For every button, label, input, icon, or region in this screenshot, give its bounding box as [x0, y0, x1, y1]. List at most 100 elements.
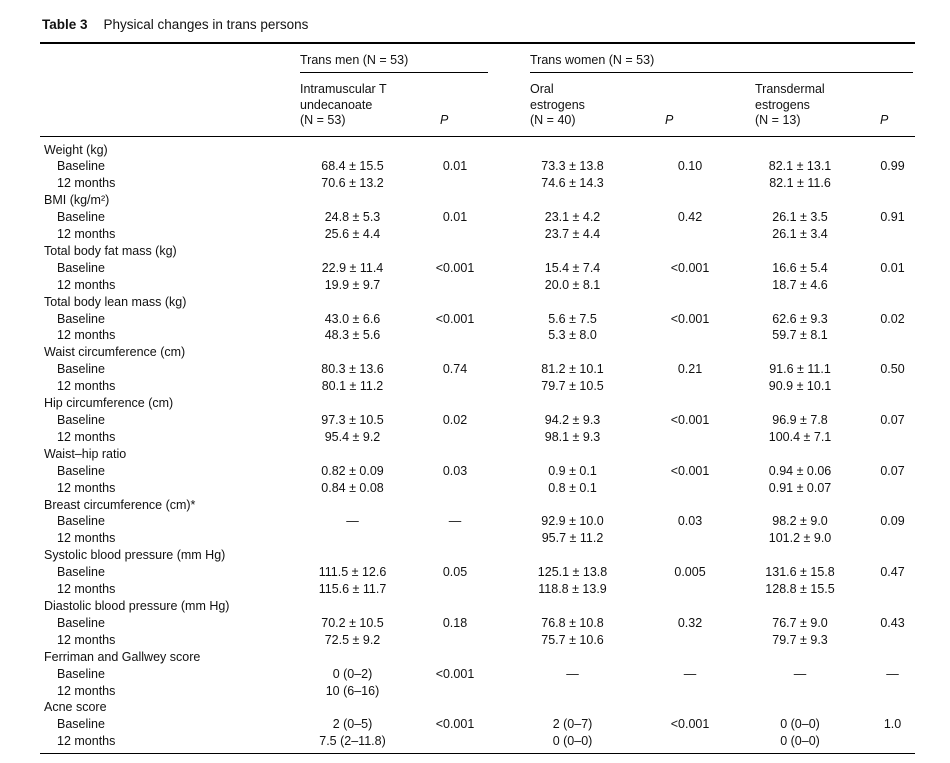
p-value-cell: <0.001 — [670, 311, 710, 326]
table-row: Baseline 80.3 ± 13.6 0.74 81.2 ± 10.1 0.21 91… — [40, 361, 915, 378]
group-header-row: Trans men (N = 53) Trans women (N = 53) — [40, 43, 915, 73]
value-cell: 5.6 ± 7.5 — [548, 311, 597, 326]
value-cell: 74.6 ± 14.3 — [541, 176, 604, 191]
row-label: 12 months — [57, 379, 116, 394]
p-value-cell — [650, 530, 730, 547]
value-cell: 2 (0–5) — [332, 717, 373, 732]
table-title: Physical changes in trans persons — [103, 17, 309, 32]
table-row: Baseline 43.0 ± 6.6 <0.001 5.6 ± 7.5 <0.001 6… — [40, 311, 915, 328]
column-header-row: Intramuscular T undecanoate (N = 53) P O… — [40, 73, 915, 136]
row-label: 12 months — [57, 683, 116, 698]
p-value-cell: 0.99 — [880, 159, 905, 174]
value-cell: 125.1 ± 13.8 — [537, 565, 608, 580]
value-cell: 26.1 ± 3.4 — [772, 227, 828, 242]
value-cell: 15.4 ± 7.4 — [544, 260, 601, 275]
value-cell: 75.7 ± 10.6 — [541, 632, 604, 647]
p-value-cell — [650, 683, 730, 700]
table-row: 12 months 25.6 ± 4.4 23.7 ± 4.4 26.1 ± 3.4 — [40, 226, 915, 243]
table-row: 12 months 72.5 ± 9.2 75.7 ± 10.6 79.7 ± 9.3 — [40, 632, 915, 649]
row-label: Baseline — [57, 159, 105, 174]
value-cell: 98.2 ± 9.0 — [772, 514, 828, 529]
p-value-cell: — — [683, 666, 697, 681]
p-value-cell — [415, 175, 495, 192]
row-label: 12 months — [57, 429, 116, 444]
value-cell: 2 (0–7) — [552, 717, 593, 732]
row-label: Baseline — [57, 311, 105, 326]
table-row: Baseline 0.82 ± 0.09 0.03 0.9 ± 0.1 <0.001 0.… — [40, 463, 915, 480]
p-value-cell: 0.05 — [442, 565, 468, 580]
table-body: Weight (kg) Baseline 68.4 ± 15.5 0.01 73.3 ±… — [40, 136, 915, 754]
table-row: 12 months 115.6 ± 11.7 118.8 ± 13.9 128.8 ±… — [40, 581, 915, 598]
p-value-cell: 0.18 — [442, 615, 468, 630]
section-row: Systolic blood pressure (mm Hg) — [40, 547, 915, 564]
value-cell: 19.9 ± 9.7 — [324, 277, 381, 292]
value-cell — [290, 530, 415, 547]
table-row: 12 months 95.7 ± 11.2 101.2 ± 9.0 — [40, 530, 915, 547]
p-value-cell: <0.001 — [670, 260, 710, 275]
row-label: 12 months — [57, 176, 116, 191]
section-label: Waist–hip ratio — [44, 446, 127, 461]
row-label: 12 months — [57, 632, 116, 647]
p-value-cell: 0.03 — [442, 463, 468, 478]
section-row: Weight (kg) — [40, 136, 915, 158]
column-header-oral-estrogens: Oral estrogens (N = 40) — [530, 82, 585, 127]
row-label: 12 months — [57, 531, 116, 546]
row-label: Baseline — [57, 210, 105, 225]
row-label: Baseline — [57, 413, 105, 427]
value-cell: 18.7 ± 4.6 — [772, 277, 828, 292]
empty-cell — [40, 43, 290, 73]
p-value-cell — [650, 733, 730, 753]
value-cell: 43.0 ± 6.6 — [324, 311, 381, 326]
value-cell: 10 (6–16) — [325, 683, 380, 698]
p-value-cell — [415, 378, 495, 395]
section-row: Breast circumference (cm)* — [40, 497, 915, 514]
value-cell: 0 (0–0) — [780, 734, 820, 749]
p-value-cell — [415, 581, 495, 598]
p-value-cell: 0.50 — [880, 362, 905, 377]
p-value-cell — [415, 733, 495, 753]
section-row: Acne score — [40, 699, 915, 716]
p-value-cell — [650, 327, 730, 344]
table-row: Baseline 2 (0–5) <0.001 2 (0–7) <0.001 0 (0–0… — [40, 716, 915, 733]
row-label: Baseline — [57, 463, 105, 478]
p-value-cell — [870, 733, 915, 753]
row-label: 12 months — [57, 328, 116, 343]
table-row: Baseline 97.3 ± 10.5 0.02 94.2 ± 9.3 <0.001 9… — [40, 412, 915, 429]
column-header-p-trans-men: P — [440, 113, 449, 127]
p-value-cell: <0.001 — [670, 463, 710, 478]
value-cell: 131.6 ± 15.8 — [765, 565, 835, 580]
p-value-cell — [650, 632, 730, 649]
value-cell: 0.91 ± 0.07 — [768, 480, 832, 495]
table-row: 12 months 48.3 ± 5.6 5.3 ± 8.0 59.7 ± 8.1 — [40, 327, 915, 344]
value-cell: 76.7 ± 9.0 — [772, 615, 828, 630]
table-row: 12 months 7.5 (2–11.8) 0 (0–0) 0 (0–0) — [40, 733, 915, 753]
p-value-cell — [650, 175, 730, 192]
value-cell: 118.8 ± 13.9 — [538, 582, 607, 597]
p-value-cell: <0.001 — [670, 717, 710, 732]
column-header-intramuscular-t: Intramuscular T undecanoate (N = 53) — [300, 82, 387, 127]
section-label: Hip circumference (cm) — [44, 396, 174, 411]
row-label: Baseline — [57, 514, 105, 529]
p-value-cell: <0.001 — [670, 413, 710, 427]
p-value-cell — [870, 530, 915, 547]
section-label: BMI (kg/m²) — [44, 193, 110, 208]
value-cell: 0.9 ± 0.1 — [548, 463, 597, 478]
value-cell: 25.6 ± 4.4 — [324, 227, 381, 242]
value-cell — [730, 683, 870, 700]
p-value-cell — [415, 226, 495, 243]
p-value-cell: 0.03 — [677, 514, 703, 529]
value-cell: 0 (0–2) — [332, 666, 373, 681]
value-cell: 101.2 ± 9.0 — [768, 531, 832, 546]
section-row: BMI (kg/m²) — [40, 192, 915, 209]
value-cell: 48.3 ± 5.6 — [324, 328, 381, 343]
p-value-cell: 0.02 — [880, 311, 905, 326]
group-header-trans-men: Trans men (N = 53) — [300, 53, 489, 73]
value-cell: 24.8 ± 5.3 — [324, 210, 381, 225]
p-value-cell: <0.001 — [435, 717, 475, 732]
p-value-cell — [870, 683, 915, 700]
p-value-cell — [415, 683, 495, 700]
p-value-cell — [650, 378, 730, 395]
value-cell: 80.3 ± 13.6 — [321, 362, 384, 377]
row-label: Baseline — [57, 362, 105, 377]
value-cell: — — [346, 514, 359, 529]
